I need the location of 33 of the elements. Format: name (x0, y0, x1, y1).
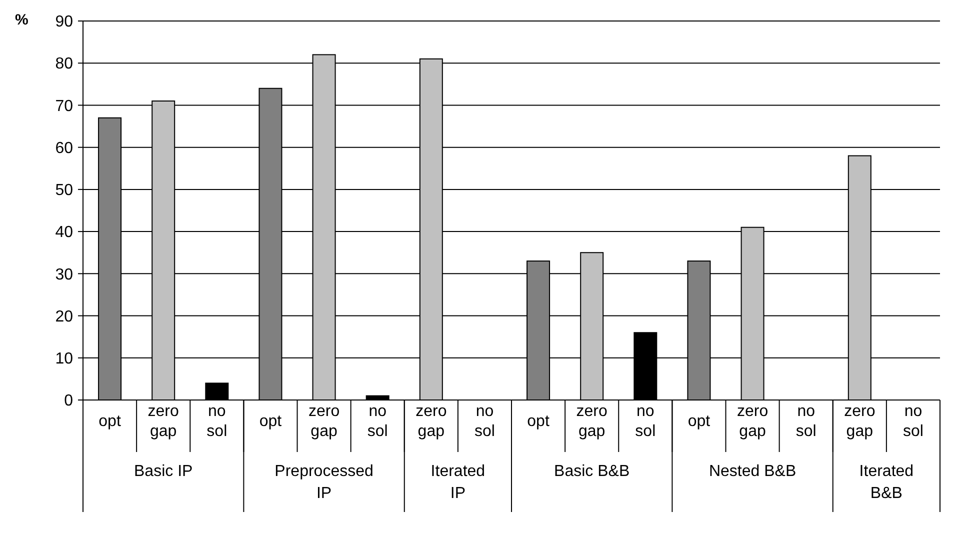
y-tick-label: 40 (55, 224, 74, 242)
y-tick-label: 50 (55, 182, 74, 200)
text: zero gap (308, 403, 340, 440)
y-tick-label: 30 (55, 266, 74, 284)
y-tick-label: 20 (55, 308, 74, 326)
y-tick-label: 60 (55, 140, 74, 157)
x-tick-label: Iterated IP (430, 463, 486, 502)
text: no sol (367, 403, 388, 440)
text: opt (259, 413, 282, 430)
text: no sol (902, 403, 924, 440)
series-label: no sol (206, 403, 228, 440)
series-label: zero gap (576, 403, 608, 440)
text: zero gap (416, 403, 447, 440)
y-tick-label: 70 (55, 98, 74, 115)
x-tick-label: Nested B&B (708, 463, 796, 480)
text: zero gap (148, 403, 179, 440)
text: no sol (796, 403, 816, 440)
x-tick-label: Basic B&B (554, 463, 630, 480)
y-tick-label: 90 (55, 14, 74, 31)
x-tick-label: Preprocessed IP (274, 463, 374, 502)
y-tick-label: 80 (55, 56, 74, 73)
text: no sol (474, 403, 495, 440)
y-axis-title: % (15, 11, 28, 28)
y-tick-label: 0 (64, 392, 74, 410)
text: opt (527, 413, 550, 430)
text: no sol (635, 403, 656, 440)
x-tick-label: Iterated B&B (859, 463, 914, 502)
text: zero gap (736, 403, 768, 440)
y-tick-label: 10 (55, 350, 74, 368)
text: opt (688, 413, 710, 430)
series-label: opt (98, 413, 122, 430)
text: zero gap (844, 403, 876, 440)
x-tick-label: Basic IP (134, 463, 193, 480)
